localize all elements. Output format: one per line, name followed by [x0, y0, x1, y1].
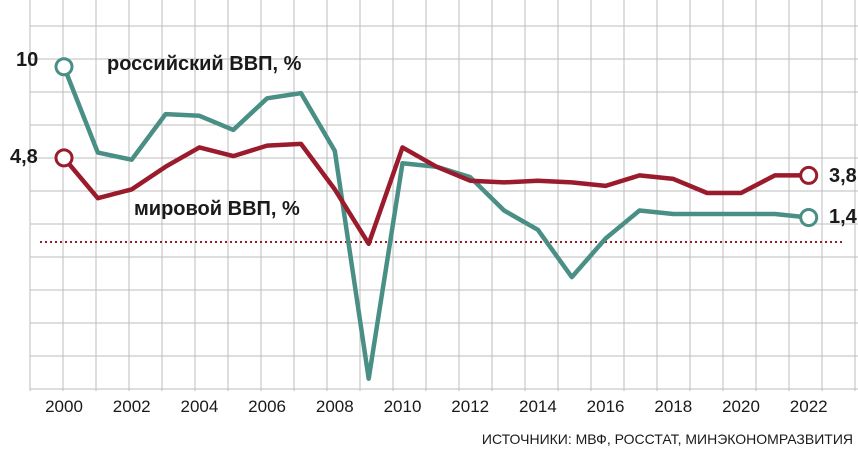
x-tick-label: 2022 [790, 397, 828, 416]
grid [29, 0, 858, 391]
series-dots [54, 57, 819, 227]
x-tick-label: 2012 [451, 397, 489, 416]
source-note: ИСТОЧНИКИ: МВФ, РОССТАТ, МИНЭКОНОМРАЗВИТ… [482, 431, 853, 447]
x-axis-ticks: 2000 2002 2004 2006 2008 2010 2012 2014 2016 2018… [45, 397, 828, 416]
world-end-label: 3,8 [829, 165, 857, 187]
russia-series-line [61, 64, 811, 381]
x-tick-label: 2006 [248, 397, 286, 416]
x-tick-label: 2008 [316, 397, 354, 416]
series-lines [61, 64, 811, 381]
russia-series-end-point [799, 207, 819, 227]
x-tick-label: 2000 [45, 397, 83, 416]
world-series-line [61, 141, 811, 247]
world-start-label: 4,8 [10, 146, 38, 168]
x-tick-label: 2004 [180, 397, 218, 416]
x-tick-label: 2010 [384, 397, 422, 416]
x-tick-label: 2016 [587, 397, 625, 416]
russia-end-label: 1,4 [829, 206, 858, 228]
x-tick-label: 2014 [519, 397, 557, 416]
russia-series-start-point [54, 57, 74, 77]
world-series-start-point [54, 148, 74, 168]
x-tick-label: 2020 [722, 397, 760, 416]
russia-series-label: российский ВВП, % [107, 53, 302, 75]
russia-start-label: 10 [16, 49, 38, 71]
world-series-end-point [799, 165, 819, 185]
world-series-label: мировой ВВП, % [134, 198, 300, 220]
x-tick-label: 2002 [113, 397, 151, 416]
x-tick-label: 2018 [654, 397, 692, 416]
